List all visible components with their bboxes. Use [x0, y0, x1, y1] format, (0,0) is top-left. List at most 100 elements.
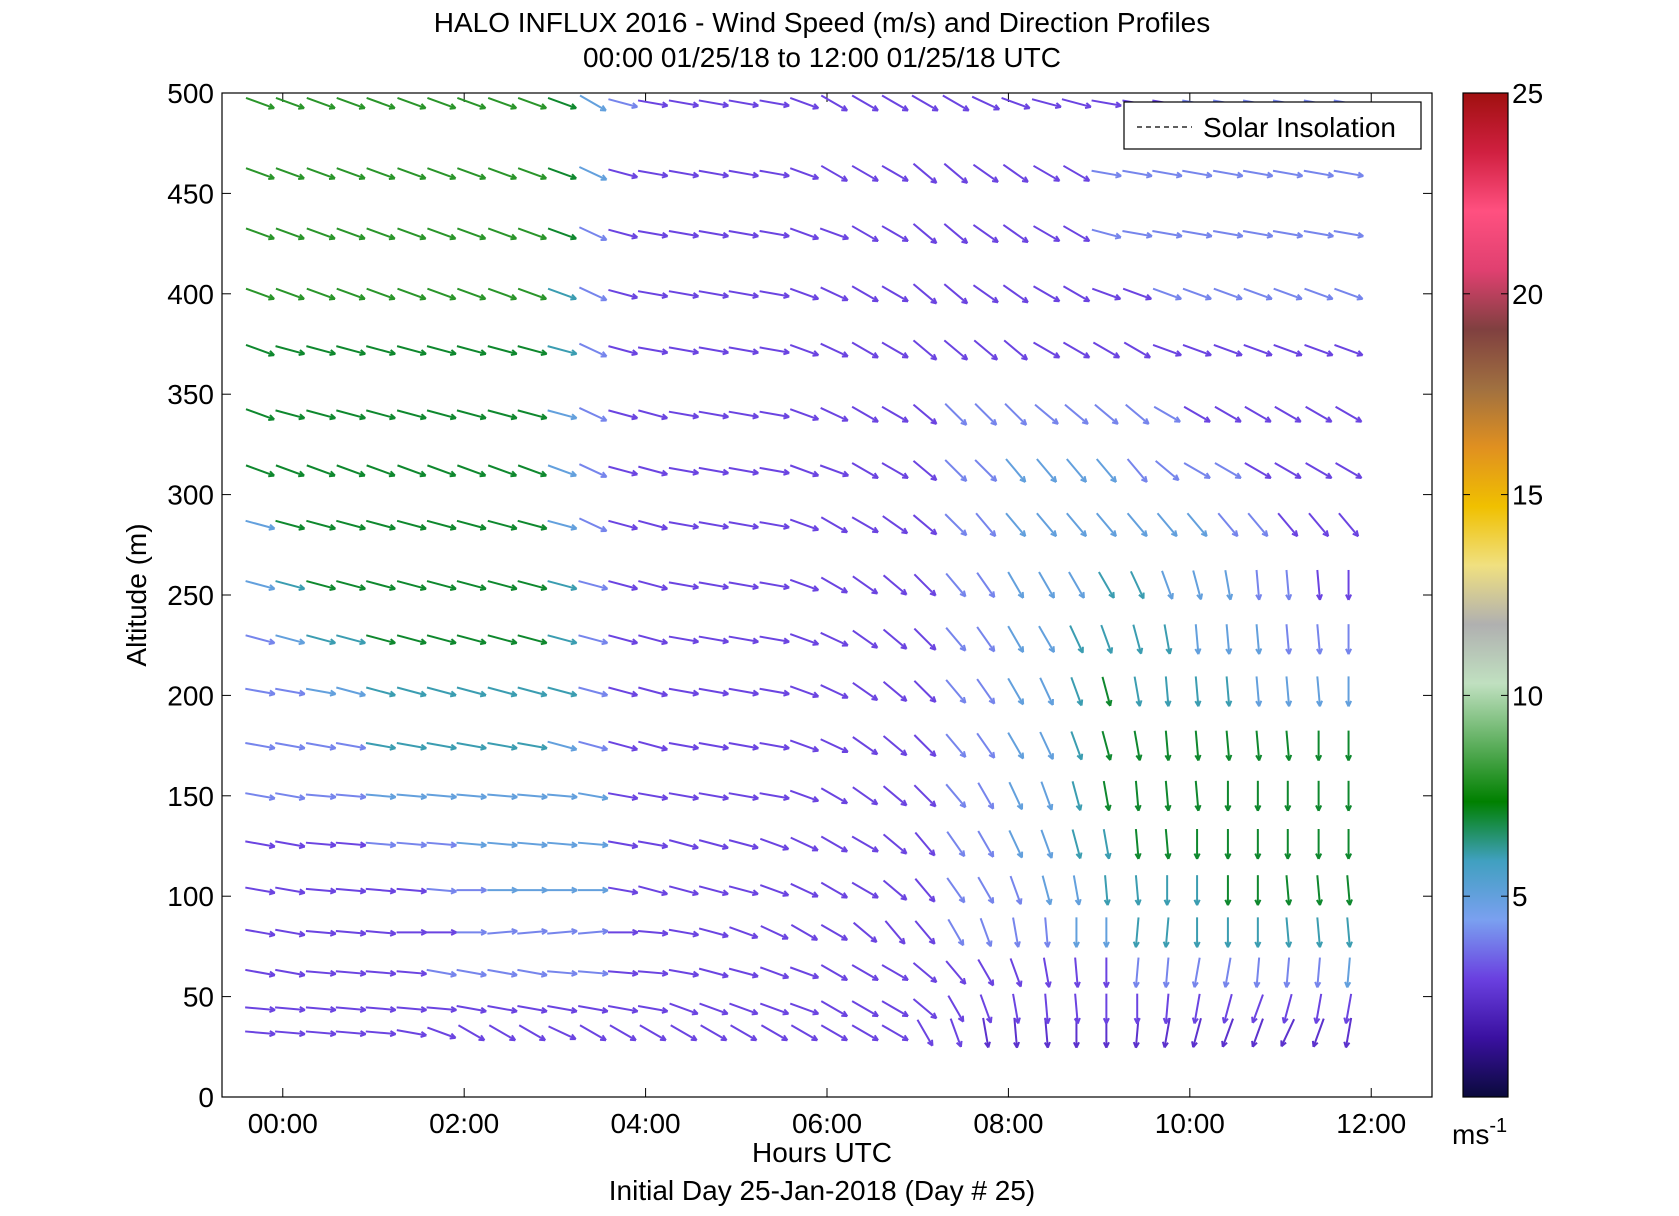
wind-arrow [547, 793, 578, 801]
wind-arrow [245, 408, 275, 422]
wind-arrow-head [1106, 899, 1111, 906]
wind-arrow-head [330, 887, 337, 893]
wind-arrow [1194, 676, 1202, 707]
wind-arrow-head [360, 523, 366, 530]
wind-arrow-head [1325, 530, 1330, 537]
wind-arrow-shaft [245, 408, 275, 421]
wind-arrow-head [601, 105, 607, 112]
wind-arrow [913, 734, 937, 758]
wind-arrow [608, 228, 639, 240]
wind-arrow-head [903, 175, 909, 182]
wind-arrow-head [989, 940, 993, 947]
wind-arrow-shaft [1346, 917, 1351, 948]
wind-arrow-shaft [1251, 1018, 1264, 1048]
wind-arrow-head [1167, 754, 1172, 761]
wind-arrow-head [662, 292, 669, 298]
wind-arrow-head [933, 297, 938, 304]
wind-arrow [1133, 676, 1143, 707]
wind-arrow-shaft [1152, 287, 1182, 300]
wind-arrow-head [269, 1030, 276, 1035]
wind-arrow [1254, 780, 1262, 812]
x-tick-label: 08:00 [973, 1108, 1043, 1139]
wind-arrow [608, 686, 639, 698]
wind-arrow-shaft [1042, 957, 1051, 988]
wind-arrow-shaft [820, 787, 848, 805]
wind-arrow [487, 886, 518, 894]
wind-arrow-head [722, 743, 729, 750]
wind-arrow-shaft [789, 739, 819, 752]
wind-arrow [517, 167, 548, 181]
wind-arrow-shaft [305, 970, 336, 975]
x-axis-sublabel: Initial Day 25-Jan-2018 (Day # 25) [609, 1175, 1035, 1206]
wind-arrow-head [1050, 803, 1054, 810]
wind-arrow-shaft [637, 792, 668, 800]
wind-arrow [820, 407, 849, 422]
wind-arrow-head [662, 690, 668, 697]
wind-arrow [1345, 624, 1353, 655]
wind-arrow-head [1108, 804, 1112, 811]
wind-arrow [457, 1024, 486, 1042]
wind-arrow-head [813, 103, 820, 109]
wind-arrow [943, 283, 969, 305]
wind-arrow-head [963, 353, 969, 361]
wind-arrow-shaft [306, 464, 336, 477]
wind-arrow [487, 96, 518, 110]
wind-arrow [608, 98, 639, 110]
wind-arrow [1315, 676, 1323, 707]
wind-arrow-head [813, 414, 820, 421]
wind-arrow [1274, 462, 1302, 480]
wind-arrow-head [722, 523, 729, 529]
wind-arrow [728, 466, 759, 476]
wind-arrow-head [269, 293, 275, 300]
wind-arrow [698, 792, 729, 801]
wind-arrow-head [662, 348, 669, 354]
wind-arrow-shaft [820, 576, 848, 594]
wind-arrow [759, 466, 790, 476]
wind-arrow [547, 287, 577, 301]
wind-arrow [820, 964, 849, 982]
wind-arrow-head [813, 293, 820, 300]
wind-arrow-shaft [881, 462, 909, 479]
wind-arrow-head [389, 103, 396, 109]
wind-arrow-shaft [245, 634, 275, 645]
wind-arrow-shaft [698, 927, 729, 938]
wind-arrow [1134, 828, 1142, 860]
wind-arrow-shaft [396, 970, 427, 975]
wind-arrow-shaft [760, 1024, 788, 1042]
wind-arrow-shaft [366, 464, 396, 477]
wind-arrow [851, 964, 879, 982]
wind-arrow [851, 341, 879, 359]
wind-arrow [1194, 730, 1202, 762]
wind-arrow [1005, 512, 1027, 538]
wind-arrow-shaft [245, 886, 276, 894]
wind-arrow [518, 1024, 547, 1042]
wind-arrow-head [632, 172, 639, 178]
wind-arrow-head [783, 1034, 789, 1041]
wind-arrow [397, 96, 427, 110]
wind-arrow-head [420, 413, 427, 419]
wind-arrow [851, 285, 879, 303]
wind-arrow [275, 687, 306, 697]
wind-arrow-shaft [1225, 676, 1231, 707]
wind-arrow [820, 576, 849, 594]
wind-arrow-shaft [607, 1005, 638, 1013]
wind-arrow-shaft [943, 162, 968, 184]
wind-arrow-shaft [882, 574, 908, 596]
wind-arrow-head [1347, 700, 1353, 707]
wind-arrow-shaft [1282, 993, 1293, 1024]
wind-arrow-head [783, 1008, 790, 1015]
wind-arrow [1335, 405, 1363, 423]
wind-arrow-shaft [487, 580, 518, 590]
wind-arrow-head [601, 927, 609, 932]
wind-arrow-shaft [698, 346, 729, 354]
wind-arrow-shaft [1122, 229, 1153, 238]
wind-arrow-head [783, 637, 790, 643]
wind-arrow-head [299, 523, 306, 530]
wind-arrow-head [360, 793, 367, 798]
wind-arrow [306, 409, 337, 421]
wind-arrow-shaft [1161, 570, 1174, 600]
wind-arrow [945, 572, 967, 598]
wind-arrow [1194, 624, 1202, 655]
wind-arrow-shaft [1007, 677, 1025, 705]
wind-arrow [759, 1002, 790, 1016]
